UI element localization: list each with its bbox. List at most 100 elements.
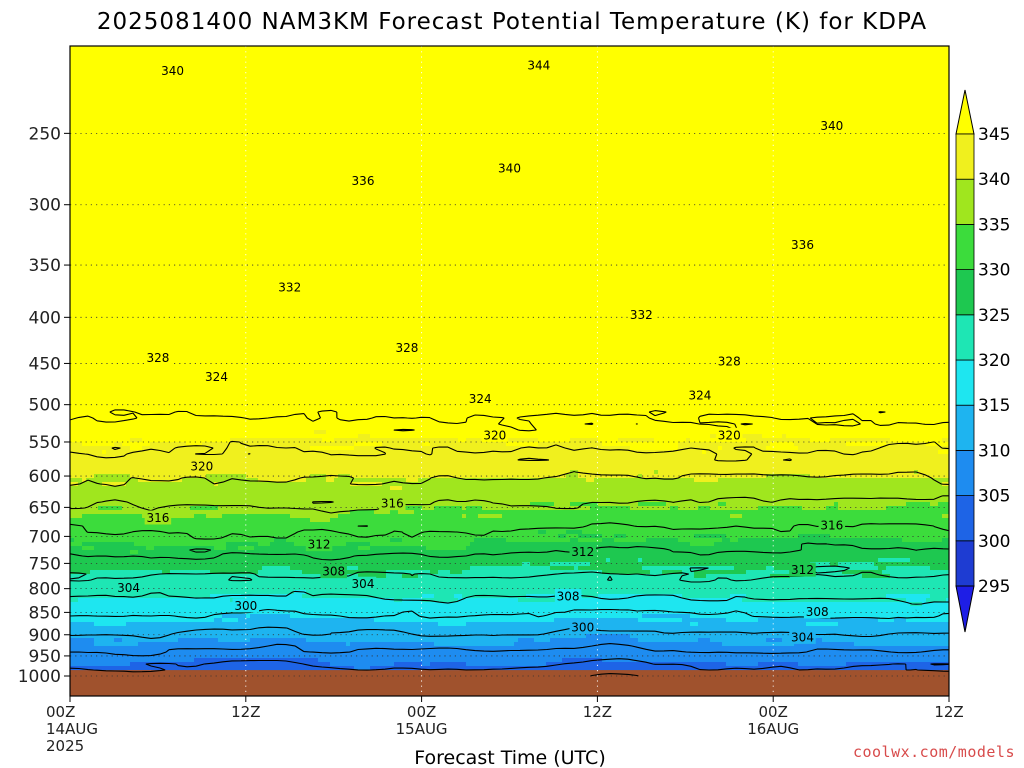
fill-cell	[102, 154, 107, 159]
fill-cell	[118, 450, 123, 455]
fill-cell	[94, 158, 99, 163]
fill-cell	[126, 506, 131, 511]
fill-cell	[118, 250, 123, 255]
fill-cell	[86, 234, 91, 239]
fill-cell	[90, 62, 95, 67]
fill-cell	[110, 658, 115, 663]
fill-cell	[94, 266, 99, 271]
fill-cell	[94, 602, 99, 607]
fill-cell	[98, 422, 103, 427]
fill-cell	[78, 558, 83, 563]
fill-cell	[110, 318, 115, 323]
fill-cell	[74, 94, 79, 99]
fill-cell	[70, 238, 75, 243]
fill-cell	[98, 134, 103, 139]
fill-cell	[82, 230, 87, 235]
fill-cell	[78, 250, 83, 255]
fill-cell	[110, 426, 115, 431]
fill-cell	[90, 254, 95, 259]
fill-cell	[110, 490, 115, 495]
fill-cell	[86, 202, 91, 207]
fill-cell	[86, 514, 91, 519]
fill-cell	[82, 186, 87, 191]
fill-cell	[74, 142, 79, 147]
fill-cell	[94, 86, 99, 91]
fill-cell	[98, 354, 103, 359]
fill-cell	[82, 170, 87, 175]
fill-cell	[86, 550, 91, 555]
fill-cell	[106, 254, 111, 259]
fill-cell	[70, 642, 75, 647]
fill-cell	[74, 262, 79, 267]
fill-cell	[70, 110, 75, 115]
fill-cell	[94, 262, 99, 267]
fill-cell	[94, 494, 99, 499]
fill-cell	[86, 558, 91, 563]
fill-cell	[106, 466, 111, 471]
fill-cell	[70, 342, 75, 347]
fill-cell	[98, 566, 103, 571]
fill-cell	[82, 246, 87, 251]
fill-cell	[114, 658, 119, 663]
fill-cell	[106, 318, 111, 323]
fill-cell	[102, 586, 107, 591]
fill-cell	[98, 350, 103, 355]
fill-cell	[118, 166, 123, 171]
fill-cell	[94, 490, 99, 495]
fill-cell	[110, 570, 115, 575]
fill-cell	[106, 638, 111, 643]
fill-cell	[118, 66, 123, 71]
fill-cell	[94, 58, 99, 63]
fill-cell	[78, 166, 83, 171]
fill-cell	[86, 618, 91, 623]
fill-cell	[118, 58, 123, 63]
fill-cell	[106, 306, 111, 311]
fill-cell	[74, 58, 79, 63]
fill-cell	[106, 130, 111, 135]
fill-cell	[74, 154, 79, 159]
fill-cell	[78, 526, 83, 531]
fill-cell	[74, 270, 79, 275]
fill-cell	[94, 646, 99, 651]
fill-cell	[106, 246, 111, 251]
fill-cell	[114, 222, 119, 227]
fill-cell	[86, 194, 91, 199]
fill-cell	[86, 218, 91, 223]
fill-cell	[98, 510, 103, 515]
fill-cell	[118, 626, 123, 631]
fill-cell	[118, 246, 123, 251]
fill-cell	[78, 662, 83, 667]
fill-cell	[94, 82, 99, 87]
fill-cell	[102, 446, 107, 451]
fill-cell	[86, 198, 91, 203]
fill-cell	[78, 162, 83, 167]
fill-cell	[110, 430, 115, 435]
fill-cell	[82, 366, 87, 371]
fill-cell	[122, 182, 127, 187]
fill-cell	[74, 54, 79, 59]
fill-cell	[78, 98, 83, 103]
fill-cell	[106, 98, 111, 103]
fill-cell	[98, 242, 103, 247]
fill-cell	[82, 618, 87, 623]
fill-cell	[102, 550, 107, 555]
fill-cell	[70, 262, 75, 267]
fill-cell	[94, 522, 99, 527]
fill-cell	[106, 202, 111, 207]
fill-cell	[70, 530, 75, 535]
fill-cell	[70, 218, 75, 223]
fill-cell	[90, 50, 95, 55]
fill-cell	[90, 450, 95, 455]
fill-cell	[110, 402, 115, 407]
fill-cell	[98, 378, 103, 383]
fill-cell	[126, 338, 131, 343]
fill-cell	[86, 358, 91, 363]
fill-cell	[126, 218, 131, 223]
fill-cell	[122, 362, 127, 367]
fill-cell	[90, 410, 95, 415]
fill-cell	[110, 386, 115, 391]
fill-cell	[102, 210, 107, 215]
fill-cell	[70, 370, 75, 375]
fill-cell	[106, 382, 111, 387]
fill-cell	[110, 98, 115, 103]
